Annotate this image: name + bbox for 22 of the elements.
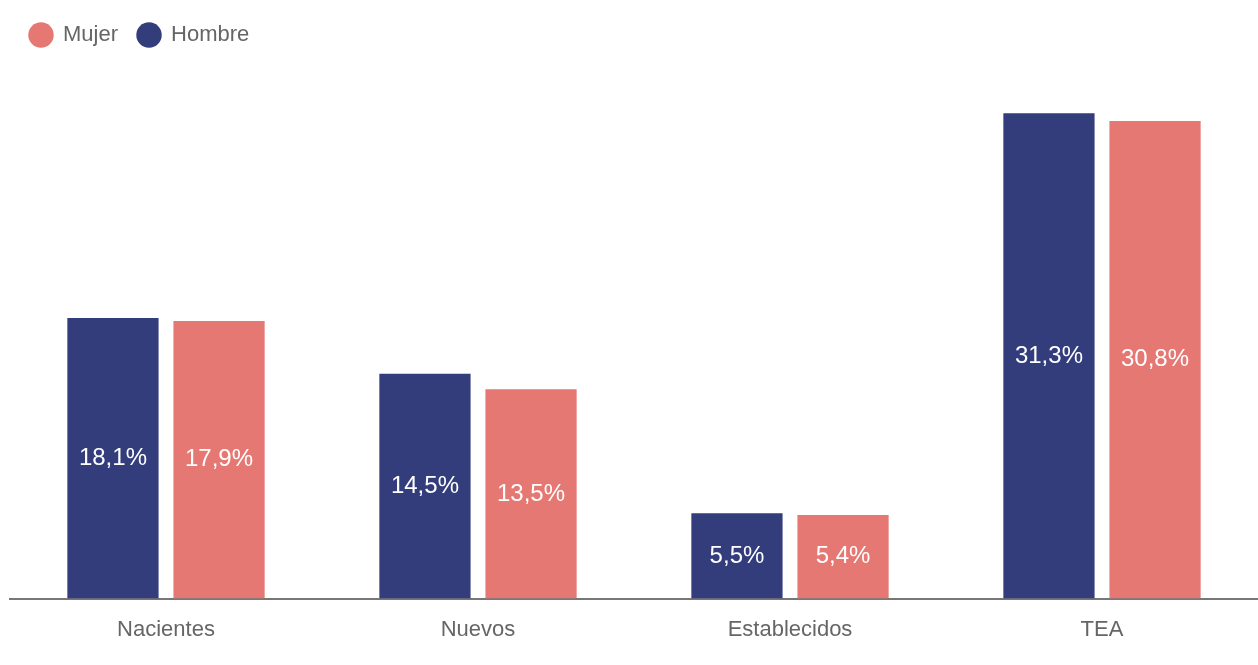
x-tick-label: Establecidos [727,615,853,641]
bar [1003,113,1095,599]
bar [173,321,265,599]
data-label: 5,5% [709,540,765,568]
bar [1109,121,1201,599]
legend-label: Mujer [63,21,119,47]
bar [691,513,783,599]
data-label: 31,3% [1014,340,1083,368]
legend-label: Hombre [171,21,250,47]
data-label: 18,1% [78,442,147,470]
x-tick-label: Nacientes [117,615,215,641]
bar [485,389,577,599]
bar [797,514,889,599]
data-label: 5,4% [815,541,871,569]
data-label: 30,8% [1121,344,1190,372]
bar [379,373,471,599]
data-label: 17,9% [185,444,254,472]
x-tick-label: TEA [1080,615,1124,641]
data-label: 13,5% [497,478,566,506]
data-label: 14,5% [390,470,459,498]
bar [67,318,159,599]
x-tick-label: Nuevos [440,615,516,641]
